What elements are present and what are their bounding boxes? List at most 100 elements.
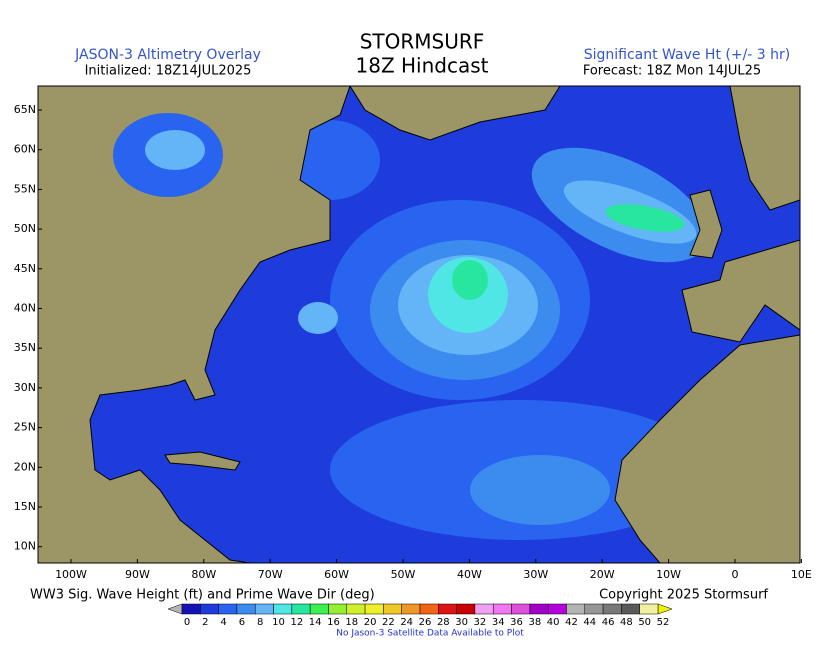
- colorbar-label: 34: [492, 617, 505, 628]
- colorbar-label: 8: [257, 617, 263, 628]
- colorbar-label: 32: [474, 617, 487, 628]
- lon-label: 40W: [457, 568, 482, 581]
- colorbar-label: 14: [309, 617, 322, 628]
- lon-label: 90W: [125, 568, 150, 581]
- colorbar-box: [456, 603, 476, 615]
- lon-label: 30W: [523, 568, 548, 581]
- lat-label: 25N: [14, 421, 36, 434]
- lon-label: 80W: [191, 568, 216, 581]
- colorbar-label: 10: [272, 617, 285, 628]
- right-subtitle: Forecast: 18Z Mon 14JUL25: [583, 64, 761, 79]
- lon-label: 0: [732, 568, 739, 581]
- colorbar-box: [254, 603, 274, 615]
- axis-labels: 65N 60N 55N 50N 45N 40N 35N 30N 25N 20N 15N 10N 100W…: [14, 103, 812, 581]
- land: [729, 86, 800, 211]
- colorbar-box: [236, 603, 256, 615]
- center-title: STORMSURF: [360, 30, 485, 54]
- lon-label: 20W: [590, 568, 615, 581]
- left-subtitle: Initialized: 18Z14JUL2025: [85, 64, 252, 79]
- colorbar-box: [328, 603, 348, 615]
- colorbar-box: [200, 603, 219, 615]
- colorbar-label: 12: [290, 617, 303, 628]
- land: [164, 451, 241, 471]
- colorbar-box: [309, 603, 329, 615]
- left-title: JASON-3 Altimetry Overlay: [74, 47, 261, 63]
- land: [614, 334, 800, 563]
- lon-label: 10W: [656, 568, 681, 581]
- swell-zone: [452, 260, 488, 300]
- center-subtitle: 18Z Hindcast: [356, 54, 489, 78]
- map-frame: [37, 85, 801, 564]
- colorbar-box: [529, 603, 549, 615]
- colorbar-box: [547, 603, 567, 615]
- lon-label: 70W: [258, 568, 283, 581]
- lon-label: 10E: [791, 568, 812, 581]
- swell-zone: [470, 455, 610, 525]
- colorbar-box: [621, 603, 640, 615]
- colorbar-label: 20: [364, 617, 377, 628]
- lat-label: 15N: [14, 500, 36, 513]
- colorbar-label: 26: [419, 617, 432, 628]
- colorbar-box: [438, 603, 457, 615]
- note: No Jason-3 Satellite Data Available to P…: [336, 629, 524, 639]
- lon-label: 60W: [324, 568, 349, 581]
- colorbar-label: 0: [184, 617, 190, 628]
- colorbar-label: 2: [202, 617, 208, 628]
- colorbar-label: 16: [327, 617, 340, 628]
- lat-label: 35N: [14, 341, 36, 354]
- colorbar-box: [291, 603, 311, 615]
- land: [689, 189, 723, 259]
- copyright: Copyright 2025 Stormsurf: [599, 588, 768, 603]
- colorbar-label: 6: [239, 617, 245, 628]
- caption: WW3 Sig. Wave Height (ft) and Prime Wave…: [30, 588, 375, 603]
- land: [38, 86, 351, 563]
- lat-label: 30N: [14, 381, 36, 394]
- colorbar-box: [566, 603, 586, 615]
- colorbar-label: 38: [528, 617, 541, 628]
- colorbar-box: [492, 603, 512, 615]
- colorbar-box: [273, 603, 293, 615]
- colorbar-box: [474, 603, 494, 615]
- lat-label: 60N: [14, 143, 36, 156]
- colorbar-box: [346, 603, 366, 615]
- colorbar: 0 2 4 6 8 10 12 14 16 18 20 22 24 26 28 30 32 34 36 38 40 42 4…: [167, 603, 673, 628]
- colorbar-box: [511, 603, 531, 615]
- colorbar-box: [181, 603, 201, 615]
- colorbar-label: 36: [510, 617, 523, 628]
- swell-zone: [298, 302, 338, 334]
- colorbar-box: [419, 603, 439, 615]
- hudson-bay: [145, 130, 205, 170]
- lon-label: 100W: [55, 568, 87, 581]
- colorbar-label: 22: [382, 617, 395, 628]
- colorbar-box: [639, 603, 659, 615]
- colorbar-label: 44: [583, 617, 596, 628]
- colorbar-label: 52: [657, 617, 670, 628]
- lon-label: 50W: [391, 568, 416, 581]
- colorbar-box: [364, 603, 384, 615]
- lat-label: 10N: [14, 540, 36, 553]
- map: [38, 86, 800, 563]
- colorbar-box: [584, 603, 604, 615]
- colorbar-label: 28: [437, 617, 450, 628]
- colorbar-label: 30: [455, 617, 468, 628]
- lat-label: 45N: [14, 262, 36, 275]
- lat-label: 40N: [14, 302, 36, 315]
- colorbar-label: 18: [345, 617, 358, 628]
- lat-label: 55N: [14, 182, 36, 195]
- colorbar-end: [167, 603, 183, 615]
- swell-zone: [605, 204, 685, 232]
- land: [349, 86, 561, 141]
- colorbar-box: [383, 603, 402, 615]
- colorbar-end: [657, 603, 673, 615]
- colorbar-label: 46: [602, 617, 615, 628]
- colorbar-label: 24: [400, 617, 413, 628]
- colorbar-label: 48: [620, 617, 633, 628]
- colorbar-box: [602, 603, 622, 615]
- colorbar-box: [401, 603, 421, 615]
- colorbar-label: 40: [547, 617, 560, 628]
- colorbar-label: 42: [565, 617, 578, 628]
- land: [681, 239, 800, 343]
- lat-label: 20N: [14, 460, 36, 473]
